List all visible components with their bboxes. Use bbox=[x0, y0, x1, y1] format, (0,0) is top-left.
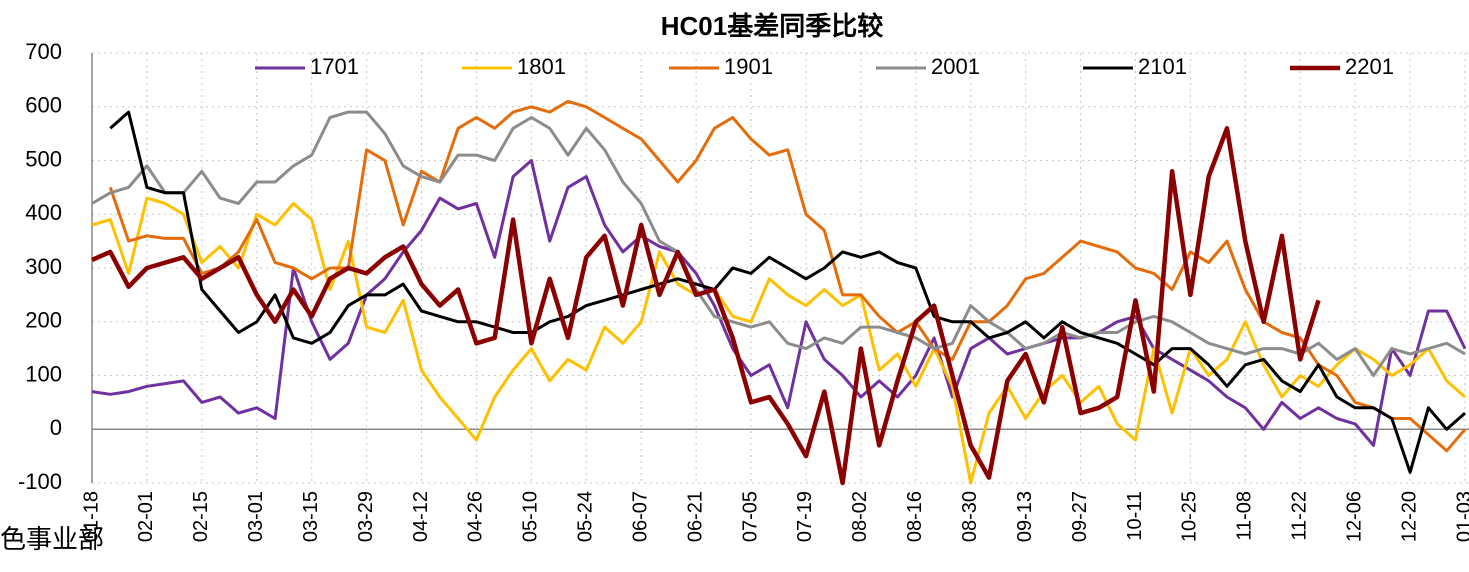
x-tick-label: 05-24 bbox=[575, 491, 597, 542]
x-tick-label: 08-16 bbox=[904, 491, 926, 542]
y-tick-label: 200 bbox=[25, 308, 62, 333]
x-tick-label: 02-15 bbox=[190, 491, 212, 542]
x-tick-label: 06-07 bbox=[629, 491, 651, 542]
x-tick-label: 01-18 bbox=[80, 491, 102, 542]
legend-label: 2201 bbox=[1345, 54, 1394, 79]
watermark: 色事业部 bbox=[0, 525, 104, 555]
series-line bbox=[108, 99, 1467, 453]
x-tick-label: 04-12 bbox=[410, 491, 432, 542]
x-tick-label: 08-02 bbox=[849, 491, 871, 542]
x-tick-label: 09-27 bbox=[1069, 491, 1091, 542]
legend-label: 1901 bbox=[724, 54, 773, 79]
x-tick-label: 07-19 bbox=[794, 491, 816, 542]
x-tick-label: 09-13 bbox=[1014, 491, 1036, 542]
x-tick-label: 12-06 bbox=[1343, 491, 1365, 542]
legend-label: 2101 bbox=[1138, 54, 1187, 79]
x-tick-label: 01-03 bbox=[1453, 491, 1469, 542]
series-line bbox=[91, 196, 1466, 485]
x-tick-label: 08-30 bbox=[959, 491, 981, 542]
x-tick-label: 03-29 bbox=[355, 491, 377, 542]
legend-label: 2001 bbox=[931, 54, 980, 79]
x-tick-label: 06-21 bbox=[684, 491, 706, 542]
series-line bbox=[91, 110, 1466, 377]
y-tick-label: 400 bbox=[25, 200, 62, 225]
y-tick-label: 100 bbox=[25, 361, 62, 386]
x-tick-label: 04-26 bbox=[465, 491, 487, 542]
y-tick-label: 600 bbox=[25, 93, 62, 118]
x-tick-label: 10-25 bbox=[1179, 491, 1201, 542]
x-tick-label: 03-01 bbox=[245, 491, 267, 542]
x-tick-label: 12-20 bbox=[1398, 491, 1420, 542]
series-line bbox=[91, 126, 1321, 486]
x-tick-label: 11-08 bbox=[1234, 491, 1256, 541]
y-tick-label: 700 bbox=[25, 39, 62, 64]
legend-label: 1701 bbox=[310, 54, 359, 79]
y-tick-label: 300 bbox=[25, 254, 62, 279]
x-tick-label: 10-11 bbox=[1124, 491, 1146, 541]
x-tick-label: 02-01 bbox=[135, 491, 157, 542]
y-tick-label: 0 bbox=[50, 415, 62, 440]
x-tick-label: 11-22 bbox=[1289, 491, 1311, 541]
legend-label: 1801 bbox=[517, 54, 566, 79]
x-tick-label: 07-05 bbox=[739, 491, 761, 542]
x-tick-label: 05-10 bbox=[520, 491, 542, 542]
chart-title: HC01基差同季比较 bbox=[661, 11, 883, 41]
y-tick-label: 500 bbox=[25, 146, 62, 171]
y-tick-label: -100 bbox=[18, 469, 62, 494]
series-line bbox=[109, 110, 1466, 474]
x-tick-label: 03-15 bbox=[300, 491, 322, 542]
series-line bbox=[91, 159, 1467, 447]
